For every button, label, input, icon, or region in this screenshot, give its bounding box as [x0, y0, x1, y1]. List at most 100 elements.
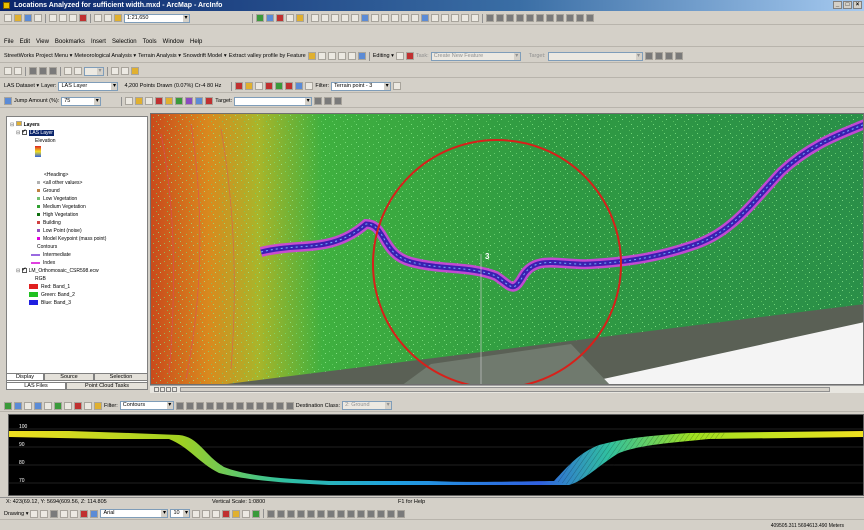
font-combo[interactable]: Arial	[100, 509, 169, 518]
profile-tool-icon[interactable]	[44, 401, 52, 410]
zoom-in-icon[interactable]	[311, 14, 319, 22]
ortho-layer-checkbox[interactable]	[21, 266, 27, 274]
pan-icon[interactable]	[351, 14, 359, 22]
font-color-icon[interactable]	[222, 509, 231, 518]
profile-tool-icon[interactable]	[64, 401, 72, 410]
text-icon[interactable]	[80, 509, 89, 518]
class-button[interactable]	[245, 401, 254, 410]
graphic-tool-icon[interactable]	[74, 67, 82, 75]
underline-icon[interactable]	[212, 509, 221, 518]
tool-icon[interactable]	[357, 52, 366, 60]
zoom-out-icon[interactable]	[321, 14, 329, 22]
jump-icon[interactable]	[4, 97, 12, 105]
class-button[interactable]	[235, 401, 244, 410]
menu-tools[interactable]: Tools	[142, 38, 157, 45]
python-icon[interactable]	[296, 14, 304, 22]
class-button[interactable]	[225, 401, 234, 410]
terrain-analysis-menu[interactable]: Terrain Analysis ▾	[138, 53, 181, 59]
extract-valley-profile-tool[interactable]: Extract valley profile by Feature	[228, 53, 306, 59]
profile-tool-icon[interactable]	[74, 401, 82, 410]
pause-button[interactable]	[172, 387, 177, 392]
arctoolbox-icon[interactable]	[266, 14, 274, 22]
class-button[interactable]	[175, 401, 184, 410]
menu-bookmarks[interactable]: Bookmarks	[54, 38, 85, 45]
profile-view-icon[interactable]	[285, 82, 294, 90]
jump-target-combo[interactable]	[234, 96, 313, 106]
data-view-button[interactable]	[154, 387, 159, 392]
map-horizontal-scrollbar[interactable]	[150, 385, 864, 393]
las-dataset-menu[interactable]: LAS Dataset ▾	[4, 83, 40, 89]
tool-icon[interactable]	[155, 97, 164, 105]
italic-icon[interactable]	[202, 509, 211, 518]
graphic-tool-icon[interactable]	[131, 67, 139, 75]
profile-tool-icon[interactable]	[54, 401, 62, 410]
back-extent-icon[interactable]	[371, 14, 379, 22]
graphic-tool-icon[interactable]	[14, 67, 22, 75]
profile-filter-combo[interactable]: Contours	[119, 401, 174, 410]
menu-window[interactable]: Window	[162, 38, 184, 45]
graphic-tool-icon[interactable]	[111, 67, 119, 75]
class-button[interactable]	[195, 401, 204, 410]
toc-las-layer[interactable]: ⊟ LAS Layer	[16, 128, 54, 137]
select-elements-icon[interactable]	[411, 14, 419, 22]
time-slider-icon[interactable]	[471, 14, 479, 22]
map-scale-combo[interactable]: 1:21,650	[124, 13, 190, 23]
tab-selection[interactable]: Selection	[94, 373, 148, 381]
map-view[interactable]: 3	[150, 113, 864, 385]
toc-root[interactable]: ⊟ Layers	[10, 121, 40, 128]
editor-menu[interactable]: Editing ▾	[372, 53, 394, 59]
add-data-icon[interactable]	[114, 14, 122, 22]
snowdrift-model-menu[interactable]: Snowdrift Model ▾	[182, 53, 227, 59]
profile-view[interactable]: 100 90 80 70	[8, 414, 864, 496]
profile-tool-icon[interactable]	[34, 401, 42, 410]
triangle-icon[interactable]	[235, 82, 244, 90]
identify-icon[interactable]	[421, 14, 429, 22]
font-size-combo[interactable]: 10	[170, 509, 191, 518]
profile-tool-icon[interactable]	[84, 401, 92, 410]
new-icon[interactable]	[4, 14, 12, 22]
jump-amount-combo[interactable]: 75	[61, 96, 102, 106]
points-icon[interactable]	[275, 82, 284, 90]
zoom-combo[interactable]	[84, 66, 104, 76]
search-window-icon[interactable]	[286, 14, 294, 22]
aspect-icon[interactable]	[265, 82, 274, 90]
tool-icon[interactable]	[327, 52, 336, 60]
tool-icon[interactable]	[195, 97, 204, 105]
redo-icon[interactable]	[104, 14, 112, 22]
select-features-icon[interactable]	[391, 14, 399, 22]
menu-selection[interactable]: Selection	[111, 38, 137, 45]
class-button[interactable]	[185, 401, 194, 410]
print-icon[interactable]	[34, 14, 42, 22]
grid-icon[interactable]	[305, 82, 314, 90]
task-combo[interactable]: Create New Feature	[430, 51, 521, 61]
class-button[interactable]	[205, 401, 214, 410]
destination-class-combo[interactable]: 2: Ground	[342, 401, 393, 410]
copy-icon[interactable]	[59, 14, 67, 22]
menu-file[interactable]: File	[4, 38, 14, 45]
tool-icon[interactable]	[185, 97, 194, 105]
filter-icon[interactable]	[307, 52, 316, 60]
fixed-zoom-out-icon[interactable]	[341, 14, 349, 22]
las-layer-checkbox[interactable]	[21, 128, 27, 136]
class-button[interactable]	[275, 401, 284, 410]
layout-view-button[interactable]	[160, 387, 165, 392]
rotate-icon[interactable]	[40, 509, 49, 518]
class-button[interactable]	[285, 401, 294, 410]
drawing-menu[interactable]: Drawing ▾	[4, 510, 29, 517]
las-tool-icon[interactable]	[393, 82, 402, 90]
graphic-tool-icon[interactable]	[121, 67, 129, 75]
menu-insert[interactable]: Insert	[90, 38, 106, 45]
tool-icon[interactable]	[175, 97, 184, 105]
maximize-button[interactable]: □	[843, 1, 852, 9]
tab-las-files[interactable]: LAS Files	[6, 382, 66, 390]
profile-tool-icon[interactable]	[94, 401, 102, 410]
3d-view-icon[interactable]	[295, 82, 304, 90]
delete-icon[interactable]	[79, 14, 87, 22]
tab-source[interactable]: Source	[44, 373, 94, 381]
fixed-zoom-in-icon[interactable]	[331, 14, 339, 22]
tool-icon[interactable]	[317, 52, 326, 60]
bold-icon[interactable]	[192, 509, 201, 518]
save-icon[interactable]	[24, 14, 32, 22]
las-filter-combo[interactable]: Terrain point - 3	[331, 81, 392, 91]
zoom-to-selected-icon[interactable]	[50, 509, 59, 518]
